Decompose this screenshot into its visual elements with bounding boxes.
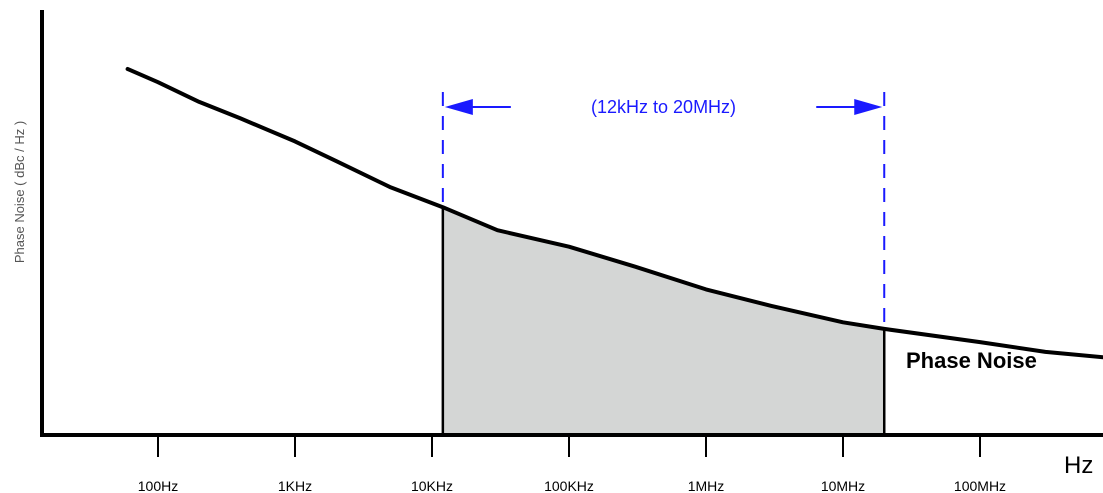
x-tick-label-5: 10MHz <box>821 478 865 493</box>
x-tick-label-0: 100Hz <box>138 478 178 493</box>
band-arrow-left-head <box>444 99 473 115</box>
x-tick-label-1: 1KHz <box>278 478 312 493</box>
x-axis-unit-label: Hz <box>1064 452 1093 479</box>
band-arrow-right-head <box>854 99 883 115</box>
x-tick-label-2: 10KHz <box>411 478 453 493</box>
x-tick-label-3: 100KHz <box>544 478 594 493</box>
phase-noise-curve <box>125 67 1103 360</box>
series-label-phase-noise: Phase Noise <box>906 348 1037 373</box>
x-tick-label-4: 1MHz <box>688 478 725 493</box>
x-tick-label-6: 100MHz <box>954 478 1006 493</box>
integration-band-fill <box>442 207 885 435</box>
y-axis-label: Phase Noise ( dBc / Hz ) <box>12 121 27 263</box>
band-range-label: (12kHz to 20MHz) <box>591 97 736 117</box>
